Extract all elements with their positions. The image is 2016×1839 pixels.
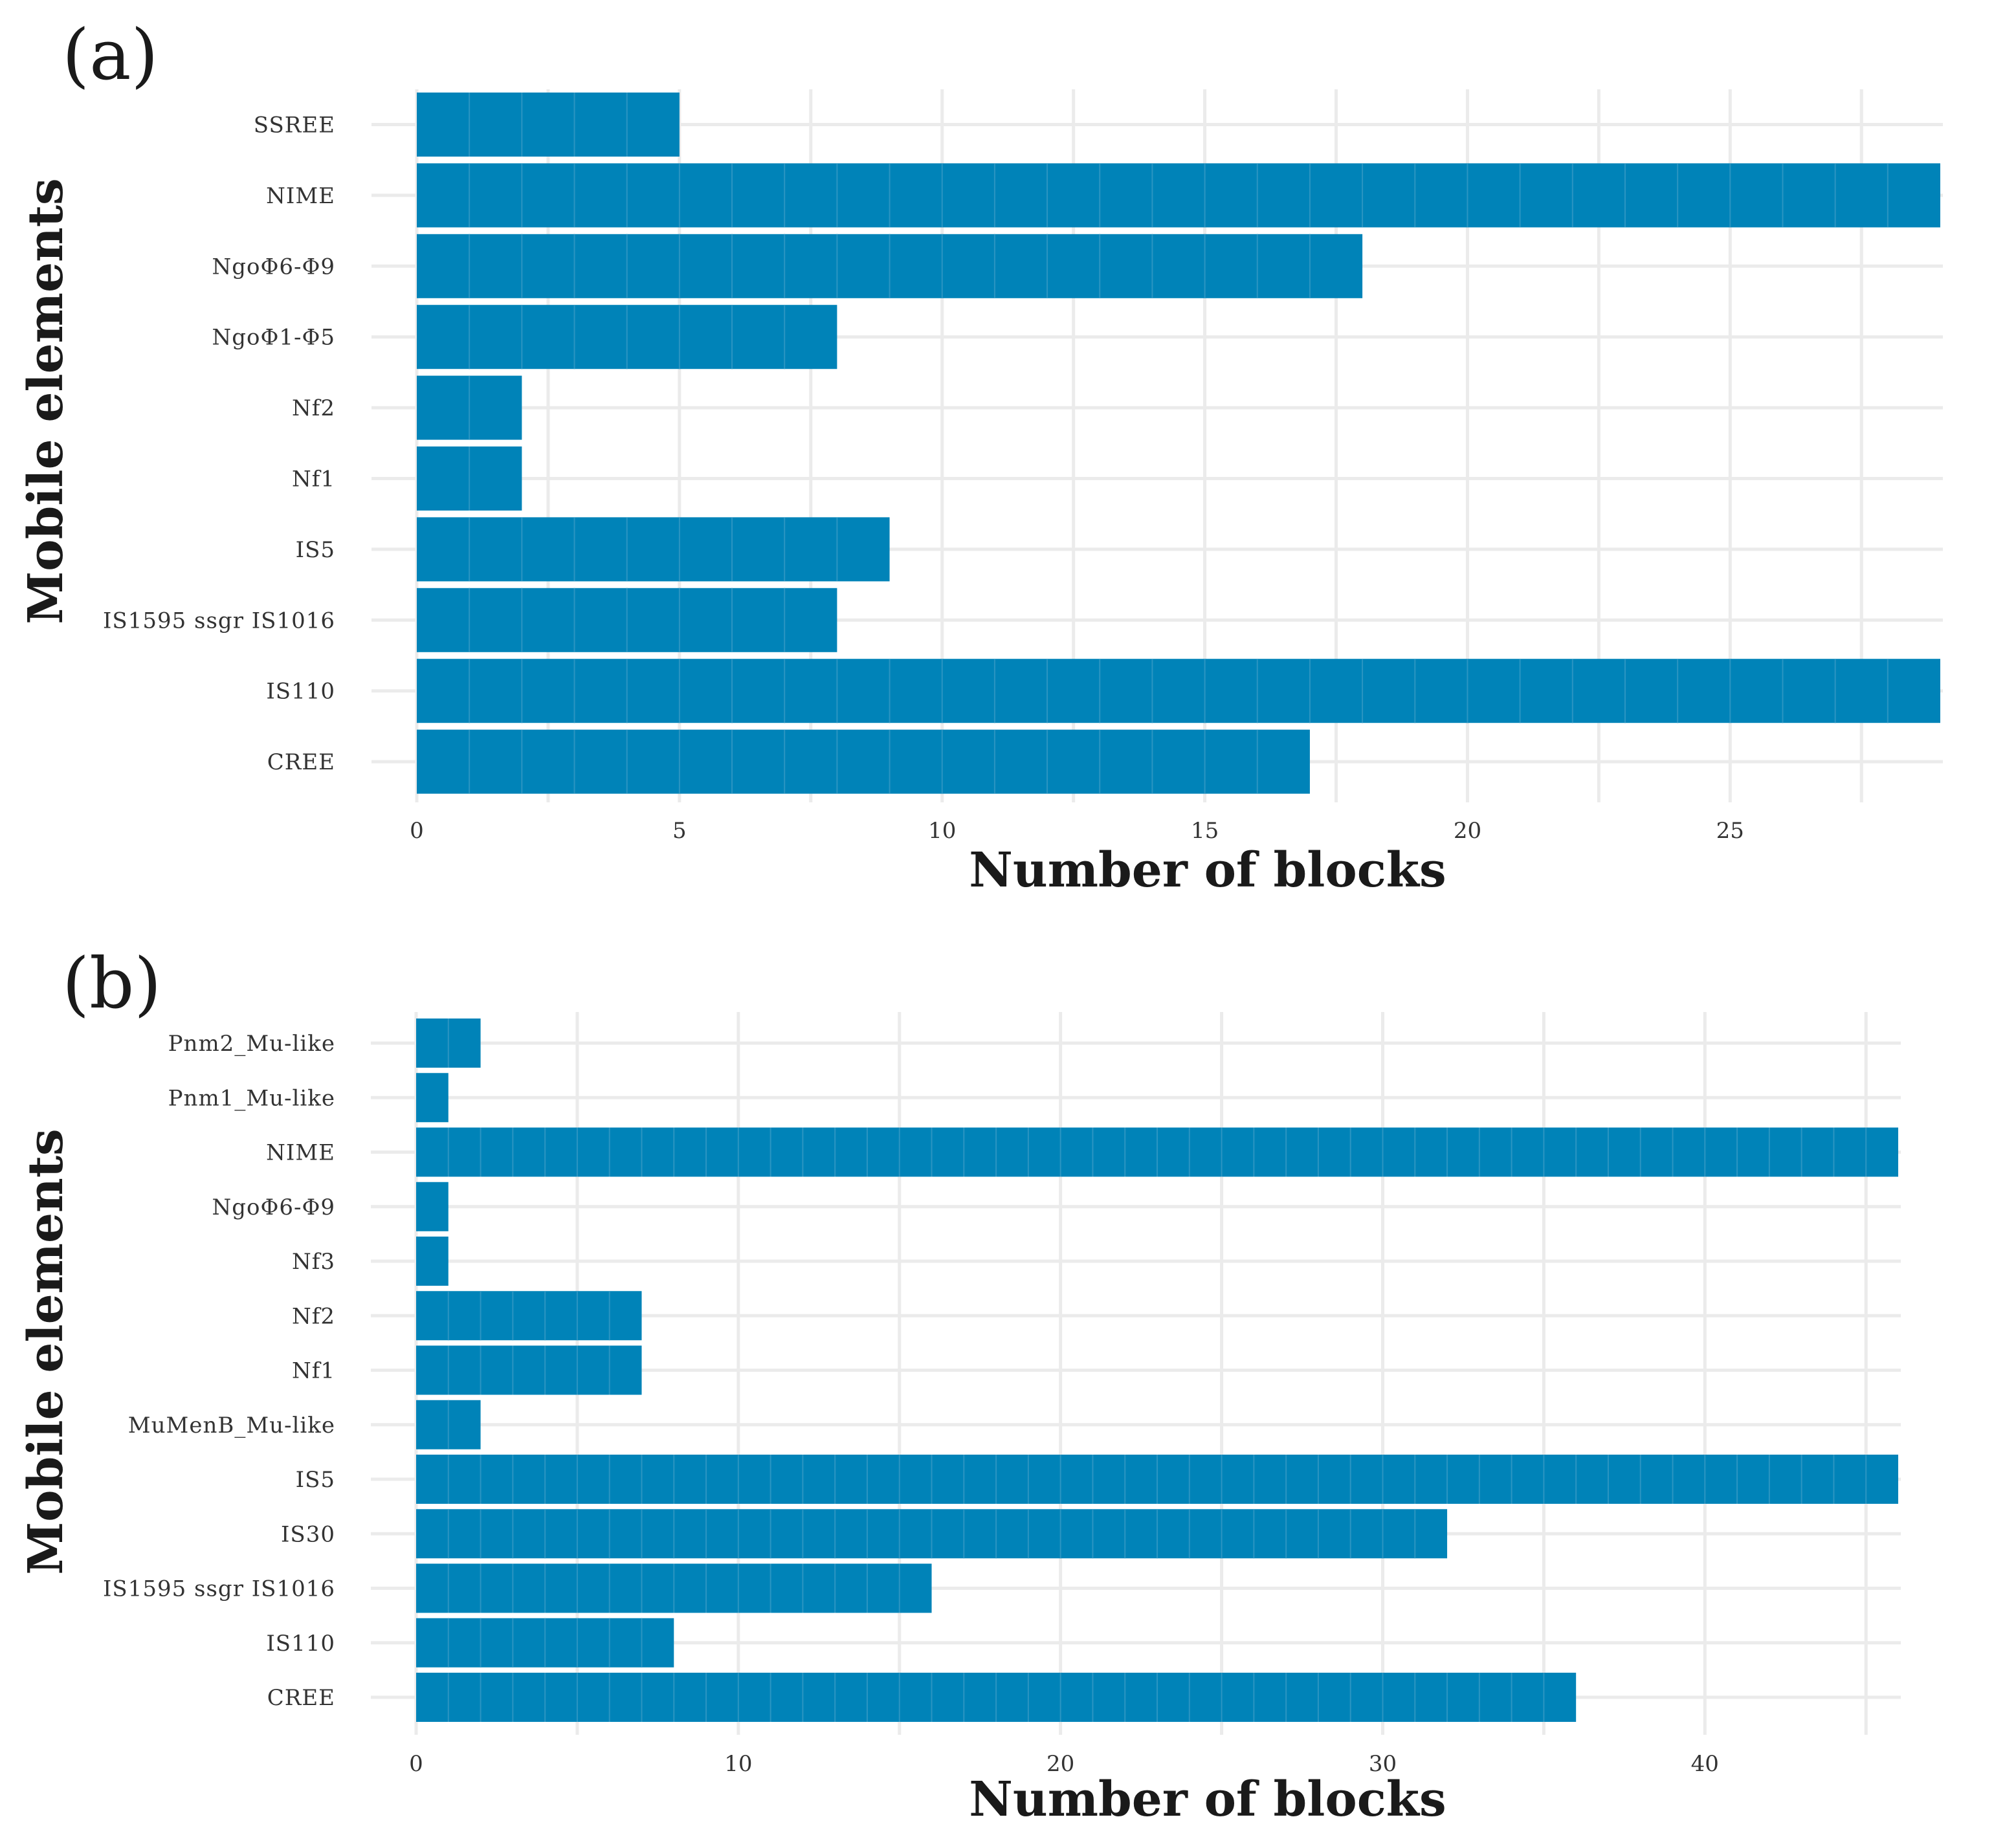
category-label: Nf1 <box>292 1358 335 1384</box>
category-label: IS1595 ssgr IS1016 <box>103 1576 335 1602</box>
category-label: Pnm2_Mu-like <box>168 1031 335 1057</box>
panel-label-a: (a) <box>62 15 159 96</box>
bar-b-6 <box>416 1345 642 1395</box>
x-tick-label: 40 <box>1691 1751 1719 1777</box>
bar-a-6 <box>417 517 890 582</box>
category-label: Nf2 <box>292 395 335 421</box>
x-tick-label: 0 <box>410 818 424 844</box>
category-label: Nf2 <box>292 1303 335 1329</box>
chart-panel-b: (b) Pnm2_Mu-like Pnm1_Mu-like NIME NgoΦ6-Φ9… <box>18 943 1901 1827</box>
category-label: NgoΦ1-Φ5 <box>212 325 335 351</box>
category-label: Nf1 <box>292 467 335 492</box>
bar-b-3 <box>416 1182 449 1231</box>
x-tick-label: 15 <box>1191 818 1219 844</box>
x-tick-label: 25 <box>1716 818 1744 844</box>
category-label: NgoΦ6-Φ9 <box>212 1195 335 1220</box>
category-label: IS30 <box>281 1521 335 1547</box>
bar-a-0 <box>417 93 680 157</box>
category-label: CREE <box>267 749 335 775</box>
tick-labels-b: 0 10 20 30 40 <box>409 1751 1719 1777</box>
bars-b <box>416 1019 1898 1722</box>
y-axis-title-a: Mobile elements <box>18 178 74 624</box>
category-label: Pnm1_Mu-like <box>168 1085 335 1111</box>
x-axis-title-a: Number of blocks <box>969 842 1446 898</box>
bar-a-9 <box>417 729 1310 794</box>
bar-b-4 <box>416 1237 449 1286</box>
x-tick-label: 0 <box>409 1751 423 1777</box>
category-label: IS110 <box>266 1631 335 1657</box>
category-label: IS5 <box>296 1467 335 1493</box>
category-label: IS5 <box>296 537 335 563</box>
bar-a-8 <box>417 659 1940 723</box>
category-label: NgoΦ6-Φ9 <box>212 254 335 280</box>
tick-labels-a: 0 5 10 15 20 25 <box>410 818 1744 844</box>
chart-panel-a: (a) SSREE NIME NgoΦ6-Φ9 NgoΦ1-Φ5 Nf2 Nf1 IS5 IS… <box>18 15 1943 898</box>
y-axis-title-b: Mobile elements <box>18 1129 74 1574</box>
category-labels-a: SSREE NIME NgoΦ6-Φ9 NgoΦ1-Φ5 Nf2 Nf1 IS5 IS1595… <box>103 113 335 776</box>
bar-b-5 <box>416 1291 642 1341</box>
bar-b-1 <box>416 1073 449 1123</box>
x-axis-title-b: Number of blocks <box>969 1772 1446 1827</box>
category-label: MuMenB_Mu-like <box>128 1413 335 1438</box>
bar-a-1 <box>417 163 1940 228</box>
x-tick-label: 20 <box>1454 818 1481 844</box>
category-labels-b: Pnm2_Mu-like Pnm1_Mu-like NIME NgoΦ6-Φ9 Nf3 N… <box>103 1031 335 1711</box>
category-label: NIME <box>266 1140 335 1166</box>
category-label: IS110 <box>266 679 335 705</box>
x-tick-label: 30 <box>1369 1751 1397 1777</box>
bars-a <box>417 93 1940 794</box>
category-label: Nf3 <box>292 1249 335 1275</box>
x-tick-label: 5 <box>672 818 687 844</box>
x-tick-label: 20 <box>1047 1751 1074 1777</box>
category-label: CREE <box>267 1685 335 1711</box>
x-tick-label: 10 <box>724 1751 752 1777</box>
panel-label-b: (b) <box>62 943 161 1024</box>
category-label: IS1595 ssgr IS1016 <box>103 608 335 633</box>
category-label: SSREE <box>254 113 335 138</box>
x-tick-label: 10 <box>928 818 956 844</box>
category-label: NIME <box>266 183 335 209</box>
